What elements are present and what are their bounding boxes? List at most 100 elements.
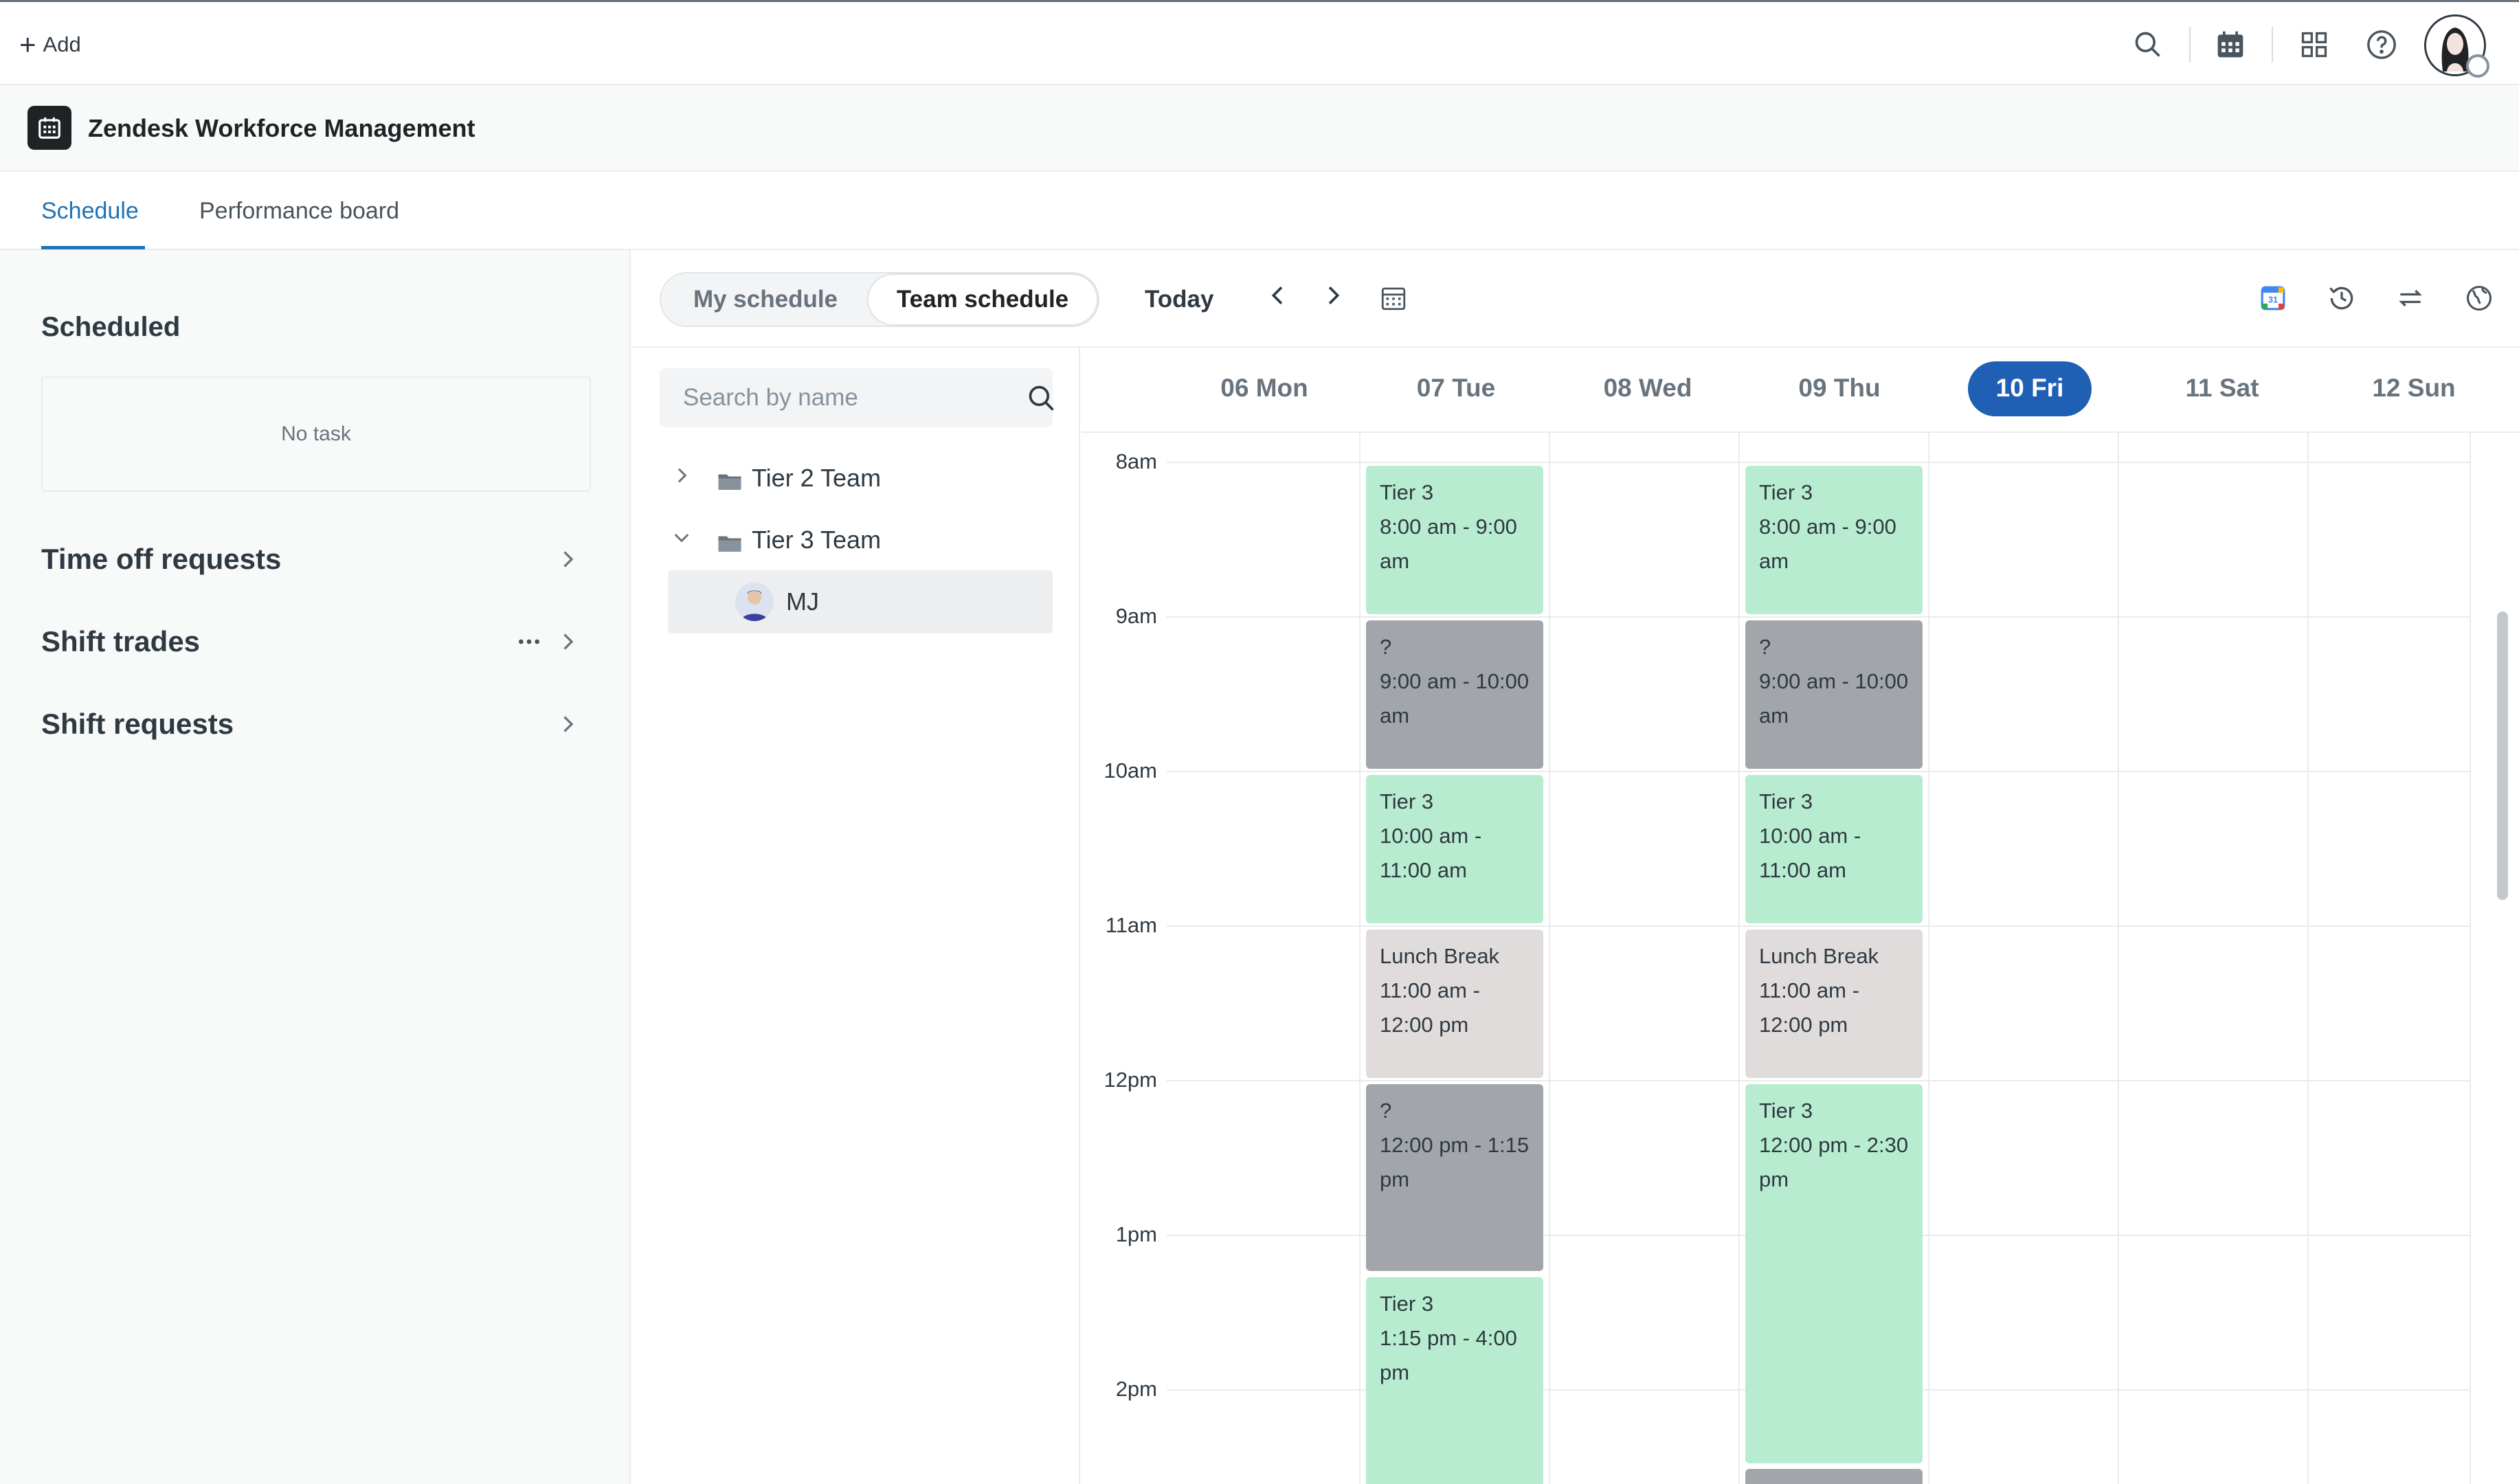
- shift-title: Tier 3: [1380, 1292, 1434, 1316]
- team-row-tier-3[interactable]: Tier 3 Team: [671, 513, 881, 567]
- search-input[interactable]: [682, 382, 998, 414]
- selected-day-highlight: [1968, 361, 2092, 416]
- day-separator: [1738, 433, 1740, 1484]
- day-separator: [2118, 433, 2119, 1484]
- hour-line: [1167, 1080, 2470, 1081]
- tab-schedule[interactable]: Schedule: [41, 198, 139, 224]
- tab-performance-board[interactable]: Performance board: [199, 198, 400, 224]
- folder-open-icon: [717, 530, 742, 552]
- shift-time: 12:00 pm - 1:15 pm: [1380, 1133, 1530, 1191]
- day-header: 06 Mon 07 Tue 08 Wed 09 Thu 10 Fri 11 Sa…: [1082, 348, 2519, 433]
- my-schedule-button[interactable]: My schedule: [693, 286, 838, 313]
- shift-block[interactable]: ? 12:00 pm - 1:15 pm: [1366, 1084, 1543, 1271]
- shift-title: ?: [1380, 1099, 1392, 1123]
- shift-title: Tier 3: [1380, 480, 1434, 504]
- shift-title: Tier 3: [1759, 789, 1813, 813]
- today-button[interactable]: Today: [1145, 286, 1214, 313]
- status-indicator: [2466, 54, 2489, 78]
- google-calendar-icon[interactable]: 31: [2254, 279, 2292, 317]
- timezone-globe-icon[interactable]: [2460, 279, 2498, 317]
- tab-bar: Schedule Performance board: [0, 172, 2519, 250]
- next-week-button[interactable]: [1319, 282, 1347, 316]
- shift-time: 8:00 am - 9:00 am: [1759, 515, 1896, 573]
- week-calendar: 06 Mon 07 Tue 08 Wed 09 Thu 10 Fri 11 Sa…: [1082, 348, 2519, 1484]
- shift-time: 1:15 pm - 4:00 pm: [1380, 1326, 1517, 1384]
- day-header-mon[interactable]: 06 Mon: [1220, 374, 1308, 402]
- shift-block[interactable]: Tier 3 1:15 pm - 4:00 pm: [1366, 1277, 1543, 1484]
- shift-time: 12:00 pm - 2:30 pm: [1759, 1133, 1909, 1191]
- grid-right-edge: [2470, 433, 2471, 1484]
- apps-grid-icon[interactable]: [2295, 25, 2333, 64]
- shift-block[interactable]: [1745, 1469, 1923, 1484]
- add-button[interactable]: + Add: [19, 28, 81, 61]
- shift-block[interactable]: ? 9:00 am - 10:00 am: [1745, 620, 1923, 769]
- hour-label: 12pm: [1104, 1068, 1157, 1092]
- shift-title: ?: [1380, 635, 1392, 659]
- hour-line: [1167, 462, 2470, 463]
- top-bar: + Add: [0, 0, 2519, 85]
- history-icon[interactable]: [2322, 279, 2361, 317]
- shift-time: 9:00 am - 10:00 am: [1380, 669, 1530, 728]
- shift-time: 9:00 am - 10:00 am: [1759, 669, 1909, 728]
- hour-line: [1167, 616, 2470, 618]
- hour-label: 1pm: [1115, 1222, 1157, 1246]
- calendar-icon[interactable]: [2211, 25, 2250, 64]
- shift-title: Lunch Break: [1759, 944, 1879, 968]
- more-options-icon[interactable]: [515, 628, 543, 659]
- shift-block[interactable]: Tier 3 8:00 am - 9:00 am: [1366, 466, 1543, 614]
- chevron-right-icon: [555, 546, 580, 576]
- chevron-right-icon[interactable]: [671, 464, 698, 493]
- product-header: Zendesk Workforce Management: [0, 85, 2519, 172]
- shift-block[interactable]: Tier 3 10:00 am - 11:00 am: [1745, 775, 1923, 923]
- active-tab-indicator: [41, 246, 145, 249]
- chevron-down-icon[interactable]: [671, 526, 698, 554]
- time-off-requests-label: Time off requests: [41, 543, 282, 575]
- day-header-wed[interactable]: 08 Wed: [1603, 374, 1692, 402]
- time-off-requests-row[interactable]: Time off requests: [41, 536, 591, 584]
- swap-icon[interactable]: [2391, 279, 2430, 317]
- search-icon[interactable]: [2129, 25, 2167, 64]
- divider: [2272, 27, 2273, 63]
- team-schedule-button[interactable]: Team schedule: [869, 275, 1097, 324]
- shift-title: ?: [1759, 635, 1771, 659]
- hour-label: 9am: [1115, 604, 1157, 628]
- day-separator: [1549, 433, 1550, 1484]
- day-header-thu[interactable]: 09 Thu: [1798, 374, 1881, 402]
- lunch-break-block[interactable]: Lunch Break 11:00 am - 12:00 pm: [1366, 930, 1543, 1078]
- day-header-sun[interactable]: 12 Sun: [2372, 374, 2456, 402]
- shift-block[interactable]: Tier 3 12:00 pm - 2:30 pm: [1745, 1084, 1923, 1463]
- team-label: Tier 3 Team: [752, 526, 882, 554]
- no-task-box: No task: [41, 376, 591, 492]
- member-row-mj[interactable]: MJ: [668, 570, 1053, 633]
- shift-trades-row[interactable]: Shift trades: [41, 618, 591, 666]
- day-header-fri[interactable]: 10 Fri: [1995, 374, 2064, 402]
- shift-block[interactable]: Tier 3 8:00 am - 9:00 am: [1745, 466, 1923, 614]
- schedule-view-toggle: My schedule Team schedule: [660, 272, 1099, 327]
- hour-label: 10am: [1104, 758, 1157, 783]
- hour-label: 2pm: [1115, 1377, 1157, 1401]
- help-icon[interactable]: [2362, 25, 2401, 64]
- shift-requests-row[interactable]: Shift requests: [41, 701, 591, 749]
- member-name: MJ: [786, 587, 819, 616]
- previous-week-button[interactable]: [1264, 282, 1292, 316]
- no-task-text: No task: [281, 423, 351, 445]
- team-label: Tier 2 Team: [752, 464, 882, 492]
- people-panel: Tier 2 Team Tier 3 Team MJ: [632, 348, 1080, 1484]
- svg-text:31: 31: [2268, 295, 2278, 304]
- hour-line: [1167, 925, 2470, 927]
- day-header-sat[interactable]: 11 Sat: [2185, 374, 2259, 402]
- day-header-tue[interactable]: 07 Tue: [1416, 374, 1496, 402]
- lunch-break-block[interactable]: Lunch Break 11:00 am - 12:00 pm: [1745, 930, 1923, 1078]
- shift-time: 8:00 am - 9:00 am: [1380, 515, 1517, 573]
- folder-icon: [717, 469, 742, 490]
- calendar-scrollbar[interactable]: [2497, 611, 2508, 900]
- add-label: Add: [43, 32, 81, 56]
- day-separator: [2307, 433, 2309, 1484]
- search-icon[interactable]: [1027, 383, 1057, 414]
- shift-block[interactable]: ? 9:00 am - 10:00 am: [1366, 620, 1543, 769]
- member-avatar: [735, 583, 774, 621]
- team-row-tier-2[interactable]: Tier 2 Team: [671, 451, 881, 506]
- shift-block[interactable]: Tier 3 10:00 am - 11:00 am: [1366, 775, 1543, 923]
- hour-line: [1167, 771, 2470, 772]
- date-picker-icon[interactable]: [1374, 279, 1413, 317]
